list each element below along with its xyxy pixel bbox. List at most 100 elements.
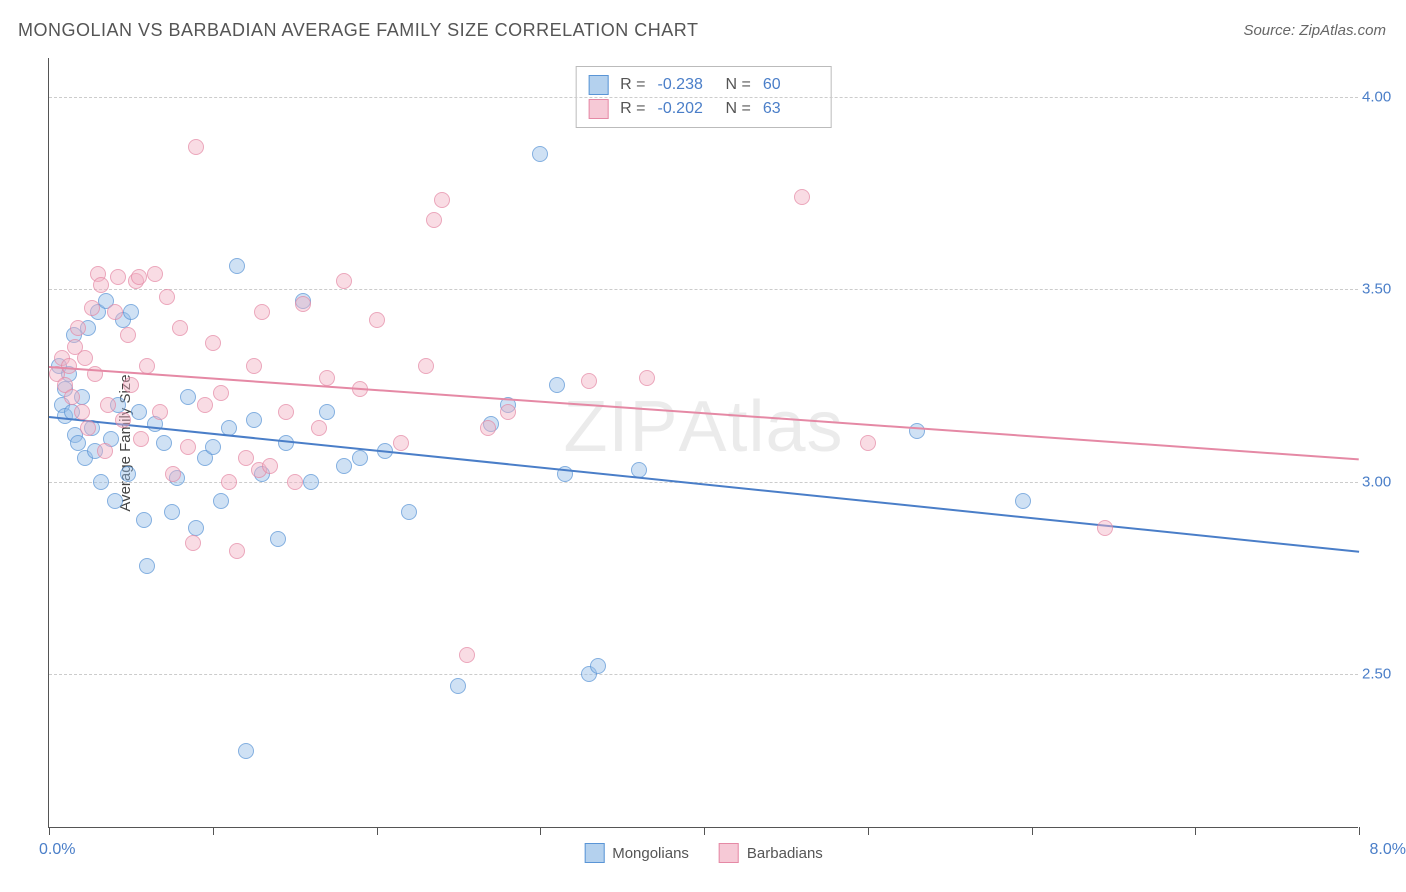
plot-area: Average Family Size ZIPAtlas R = -0.238 … [48,58,1358,828]
data-point [319,404,335,420]
data-point [319,370,335,386]
swatch-pink-icon [588,99,608,119]
data-point [156,435,172,451]
data-point [238,743,254,759]
data-point [549,377,565,393]
chart-title: MONGOLIAN VS BARBADIAN AVERAGE FAMILY SI… [18,20,698,41]
swatch-blue-icon [588,75,608,95]
data-point [426,212,442,228]
n-value-1: 60 [763,76,819,94]
data-point [213,385,229,401]
data-point [278,404,294,420]
data-point [180,389,196,405]
data-point [107,304,123,320]
data-point [70,320,86,336]
data-point [205,439,221,455]
data-point [147,266,163,282]
stats-row-1: R = -0.238 N = 60 [588,73,819,97]
legend-item-1: Mongolians [584,843,689,863]
data-point [480,420,496,436]
data-point [159,289,175,305]
data-point [120,466,136,482]
data-point [70,435,86,451]
data-point [100,397,116,413]
x-tick [1359,827,1360,835]
data-point [450,678,466,694]
n-label: N = [726,76,751,94]
data-point [213,493,229,509]
y-axis-label: Average Family Size [117,374,134,511]
data-point [401,504,417,520]
data-point [229,543,245,559]
data-point [164,504,180,520]
data-point [532,146,548,162]
stats-row-2: R = -0.202 N = 63 [588,97,819,121]
x-tick [868,827,869,835]
data-point [64,389,80,405]
gridline-h [49,674,1358,675]
y-tick-label: 2.50 [1362,666,1406,683]
data-point [229,258,245,274]
data-point [336,458,352,474]
data-point [1097,520,1113,536]
x-min-label: 0.0% [39,841,75,859]
data-point [123,377,139,393]
x-tick [49,827,50,835]
data-point [188,520,204,536]
data-point [352,450,368,466]
data-point [80,420,96,436]
data-point [197,397,213,413]
data-point [188,139,204,155]
data-point [131,404,147,420]
x-tick [704,827,705,835]
data-point [165,466,181,482]
y-tick-label: 3.50 [1362,281,1406,298]
r-label: R = [620,76,645,94]
data-point [459,647,475,663]
data-point [311,420,327,436]
data-point [77,350,93,366]
data-point [287,474,303,490]
data-point [262,458,278,474]
n-value-2: 63 [763,100,819,118]
legend-swatch-pink-icon [719,843,739,863]
data-point [139,558,155,574]
data-point [185,535,201,551]
data-point [74,404,90,420]
data-point [246,412,262,428]
data-point [172,320,188,336]
data-point [303,474,319,490]
data-point [238,450,254,466]
legend-swatch-blue-icon [584,843,604,863]
data-point [97,443,113,459]
chart-container: MONGOLIAN VS BARBADIAN AVERAGE FAMILY SI… [0,0,1406,892]
data-point [1015,493,1031,509]
regression-line [49,366,1359,460]
data-point [221,474,237,490]
data-point [860,435,876,451]
data-point [500,404,516,420]
data-point [131,269,147,285]
y-tick-label: 3.00 [1362,473,1406,490]
data-point [205,335,221,351]
regression-line [49,416,1359,553]
n-label-2: N = [726,100,751,118]
x-tick [377,827,378,835]
x-tick [1195,827,1196,835]
x-tick [540,827,541,835]
legend-label-1: Mongolians [612,845,689,862]
data-point [794,189,810,205]
data-point [152,404,168,420]
r-value-2: -0.202 [658,100,714,118]
x-tick [213,827,214,835]
x-max-label: 8.0% [1370,841,1406,859]
legend-item-2: Barbadians [719,843,823,863]
data-point [336,273,352,289]
y-tick-label: 4.00 [1362,88,1406,105]
data-point [369,312,385,328]
series-legend: Mongolians Barbadians [584,843,823,863]
data-point [133,431,149,447]
data-point [110,269,126,285]
watermark-zip: ZIP [563,387,678,467]
data-point [581,373,597,389]
